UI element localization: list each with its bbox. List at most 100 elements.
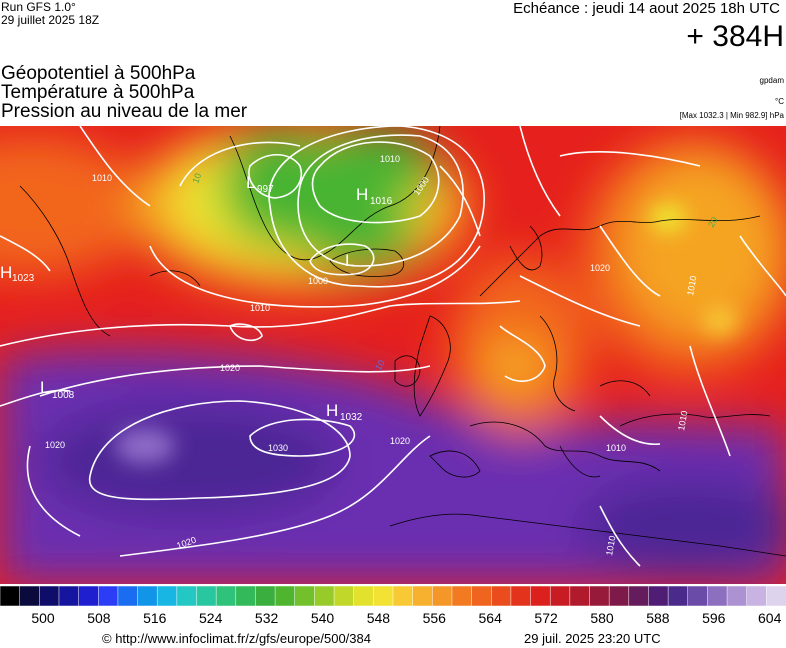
- scale-swatch: [58, 586, 80, 606]
- high-center-letter: H: [326, 401, 338, 420]
- scale-swatch: [255, 586, 276, 606]
- run-title: Run GFS 1.0°: [1, 0, 76, 14]
- isobar-label: 1020: [220, 363, 240, 373]
- scale-swatch: [766, 586, 786, 606]
- scale-swatch: [471, 586, 493, 606]
- scale-swatch: [78, 586, 100, 606]
- isobar-label: 1010: [685, 275, 698, 296]
- param-pressure: Pression au niveau de la mer: [1, 101, 248, 122]
- isobar-label: 1020: [390, 436, 410, 446]
- isobar-label: 1030: [268, 443, 288, 453]
- scale-tick-label: 556: [422, 610, 446, 626]
- scale-tick-label: 508: [87, 610, 111, 626]
- scale-tick-label: 500: [31, 610, 55, 626]
- scale-tick-label: 564: [478, 610, 502, 626]
- isobar-label: 1010: [92, 173, 112, 183]
- scale-swatch: [215, 586, 237, 606]
- scale-tick-label: 596: [702, 610, 726, 626]
- scale-swatch: [687, 586, 709, 606]
- param-temperature: Température à 500hPa: [1, 82, 195, 103]
- scale-swatch: [0, 586, 21, 606]
- scale-swatch: [39, 586, 60, 606]
- coastlines: [19, 126, 786, 557]
- scale-swatch: [569, 586, 591, 606]
- low-center-letter: L: [246, 173, 255, 192]
- scale-swatch: [176, 586, 198, 606]
- scale-swatch: [274, 586, 296, 606]
- isobar-label: 1020: [590, 263, 610, 273]
- scale-swatch: [549, 586, 571, 606]
- field-yelloworange-france: [480, 336, 550, 396]
- high-center-letter: H: [356, 185, 368, 204]
- scale-swatch: [294, 586, 316, 606]
- scale-swatch: [451, 586, 473, 606]
- high-center-value: 1023: [12, 273, 35, 284]
- low-center-letter: L: [40, 378, 49, 397]
- field-light-purple: [115, 428, 175, 464]
- color-scale: [0, 586, 786, 606]
- scale-tick-label: 516: [143, 610, 167, 626]
- scale-swatch: [530, 586, 552, 606]
- low-center-value: 1008: [52, 390, 75, 401]
- scale-swatch: [432, 586, 453, 606]
- isobar-label: 10: [190, 172, 203, 185]
- forecast-horizon: + 384H: [686, 20, 784, 53]
- scale-swatch: [746, 586, 768, 606]
- scale-tick-label: 588: [646, 610, 670, 626]
- isobar-label: 1010: [606, 443, 626, 453]
- run-date: 29 juillet 2025 18Z: [1, 13, 100, 27]
- field-yelloworange-east: [620, 156, 780, 336]
- scale-tick-label: 580: [590, 610, 614, 626]
- isobar-label: 1010: [380, 154, 400, 164]
- isobar-label: 1010: [676, 410, 689, 431]
- scale-swatch: [156, 586, 178, 606]
- scale-swatch: [412, 586, 434, 606]
- forecast-map: 1010 1010 1000 1000 1010 1020 1020 1020 …: [0, 126, 786, 584]
- low-center-value: 997: [257, 184, 274, 195]
- scale-swatch: [353, 586, 375, 606]
- echeance-label: Echéance : jeudi 14 aout 2025 18h UTC: [513, 0, 780, 17]
- high-center-value: 1016: [370, 196, 393, 207]
- scale-swatch: [707, 586, 728, 606]
- scale-tick-label: 524: [199, 610, 223, 626]
- scale-swatch: [726, 586, 748, 606]
- pressure-centers: H 1023 H 1016 H 1032 L 997 L 1008 L: [0, 173, 393, 423]
- scale-swatch: [333, 586, 355, 606]
- isobar-label: 1010: [604, 535, 617, 556]
- scale-swatch: [19, 586, 41, 606]
- scale-swatch: [314, 586, 335, 606]
- field-yellow-russia: [650, 204, 686, 232]
- high-center-value: 1032: [340, 412, 363, 423]
- field-deep-purple: [40, 406, 340, 516]
- scale-tick-label: 540: [310, 610, 335, 626]
- scale-swatch: [667, 586, 689, 606]
- isobar-label: 1020: [45, 440, 65, 450]
- scale-swatch: [373, 586, 394, 606]
- scale-swatch: [196, 586, 217, 606]
- isobar-label: 1010: [250, 303, 270, 313]
- scale-swatch: [235, 586, 257, 606]
- field-yellow-east: [702, 307, 738, 335]
- scale-swatch: [608, 586, 630, 606]
- scale-swatch: [648, 586, 669, 606]
- isobar-labels: 1010 1010 1000 1000 1010 1020 1020 1020 …: [45, 154, 720, 556]
- param-geopotential: Géopotentiel à 500hPa: [1, 63, 196, 84]
- scale-swatch: [137, 586, 159, 606]
- scale-tick-label: 532: [254, 610, 279, 626]
- isobar-label: 10: [373, 358, 387, 372]
- isobars: [0, 126, 786, 567]
- isobar-label: 1000: [308, 276, 328, 286]
- generation-date: 29 juil. 2025 23:20 UTC: [524, 631, 661, 646]
- low-center-letter: L: [345, 251, 354, 270]
- field-green-iceland: [300, 201, 420, 271]
- scale-tick-label: 572: [534, 610, 558, 626]
- unit-celsius: °C: [775, 97, 784, 106]
- scale-swatch: [392, 586, 414, 606]
- scale-tick-label: 548: [366, 610, 391, 626]
- scale-swatch: [98, 586, 119, 606]
- scale-tick-label: 604: [758, 610, 782, 626]
- scale-swatch: [589, 586, 610, 606]
- scale-swatch: [117, 586, 139, 606]
- isobar-label: 20: [706, 215, 720, 229]
- scale-swatch: [491, 586, 512, 606]
